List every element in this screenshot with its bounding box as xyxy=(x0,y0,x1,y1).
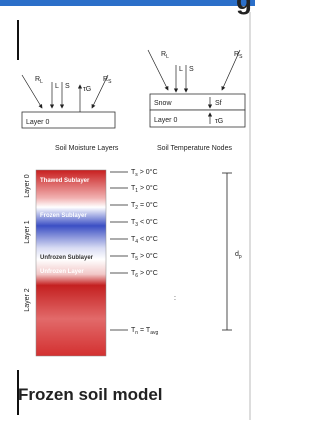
sublayer-label: Unfrozen Layer xyxy=(40,269,84,275)
symbol-label: S xyxy=(189,66,194,73)
symbol-label: RL xyxy=(161,51,169,60)
symbol-label: L xyxy=(55,83,59,90)
soil-column xyxy=(36,170,106,356)
subscript: L xyxy=(166,54,169,60)
top-bar xyxy=(0,0,255,6)
symbol-label: T4 < 0°C xyxy=(131,235,158,245)
symbol: S xyxy=(189,66,194,73)
text: = T xyxy=(138,327,151,334)
layer-label: Layer 0 xyxy=(26,119,49,126)
subscript: L xyxy=(40,79,43,85)
symbol: L xyxy=(55,83,59,90)
subscript: S xyxy=(108,79,112,85)
text: < 0°C xyxy=(138,235,158,243)
symbol: S xyxy=(65,83,70,90)
text: = 0°C xyxy=(138,201,158,209)
layer-label: Layer 1 xyxy=(24,220,31,243)
symbol-label: Ts > 0°C xyxy=(131,168,158,178)
text: > 0°C xyxy=(138,184,158,192)
ground-flux: τG xyxy=(215,118,223,125)
moisture-heading: Soil Moisture Layers xyxy=(55,145,119,152)
layer-label: Layer 0 xyxy=(24,174,31,197)
symbol-label: T5 > 0°C xyxy=(131,252,158,262)
symbol-label: RS xyxy=(103,76,112,85)
footer-title: Frozen soil model xyxy=(18,385,163,404)
layer-label: Layer 2 xyxy=(24,288,31,311)
snow-label: Snow xyxy=(154,100,172,107)
symbol-label: RS xyxy=(234,51,243,60)
text: > 0°C xyxy=(138,252,158,260)
sublayer-label: Frozen Sublayer xyxy=(40,213,87,219)
layer-label: Layer 0 xyxy=(154,117,177,124)
sublayer-label: Thawed Sublayer xyxy=(40,178,90,184)
symbol-label: L xyxy=(179,66,183,73)
text: < 0°C xyxy=(138,218,158,226)
symbol-label: T1 > 0°C xyxy=(131,184,158,194)
snow-flux: Sf xyxy=(215,100,222,107)
symbol-label: RL xyxy=(35,76,43,85)
symbol-label: Tn = Tavg xyxy=(131,327,158,336)
surface-snow: Snow Sf Layer 0 τG xyxy=(150,94,245,127)
surface-no-snow: Layer 0 xyxy=(22,112,115,128)
page: g Layer 0 Snow Sf Layer 0 τG Soil Moistu… xyxy=(0,0,255,425)
symbol: τG xyxy=(83,86,91,93)
subscript: p xyxy=(239,254,242,260)
text: > 0°C xyxy=(138,269,158,277)
symbol-label: : xyxy=(174,295,176,302)
text: > 0°C xyxy=(138,168,158,176)
symbol-label: T2 = 0°C xyxy=(131,201,158,211)
symbol-label: T3 < 0°C xyxy=(131,218,158,228)
symbol-label: S xyxy=(65,83,70,90)
symbol: L xyxy=(179,66,183,73)
temperature-heading: Soil Temperature Nodes xyxy=(157,145,232,152)
symbol: : xyxy=(174,295,176,302)
symbol-label: T6 > 0°C xyxy=(131,269,158,279)
subscript: S xyxy=(239,54,243,60)
depth-label: dp xyxy=(235,251,242,260)
subscript: avg xyxy=(150,330,158,336)
symbol-label: τG xyxy=(83,86,91,93)
sublayer-label: Unfrozen Sublayer xyxy=(40,255,94,261)
